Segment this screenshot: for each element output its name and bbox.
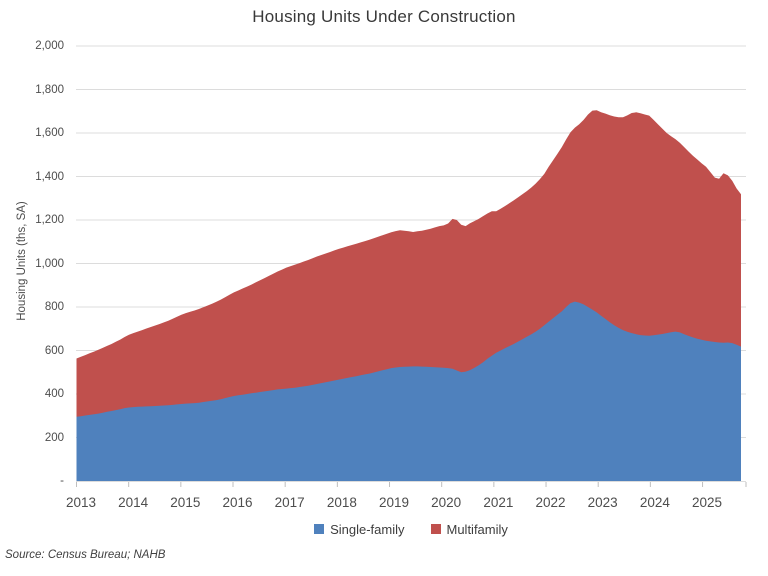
y-tick-label: 1,800 <box>35 83 64 96</box>
multifamily-swatch-icon <box>430 524 441 534</box>
legend-item-multifamily: Multifamily <box>430 521 508 537</box>
y-tick-label: 1,400 <box>35 170 64 183</box>
chart-title: Housing Units Under Construction <box>252 7 516 26</box>
y-tick-label: 400 <box>44 388 64 400</box>
source-note: Source: Census Bureau; NAHB <box>5 549 166 561</box>
x-tick-label: 2020 <box>431 495 462 510</box>
single-family-area <box>76 301 741 481</box>
x-tick-label: 2017 <box>274 495 305 510</box>
single-family-swatch-icon <box>314 524 325 534</box>
x-tick-label: 2015 <box>170 495 201 510</box>
legend: Single-family Multifamily <box>76 520 746 538</box>
y-tick-label: 1,600 <box>35 127 64 139</box>
x-tick-label: 2023 <box>587 495 618 510</box>
x-tick-label: 2024 <box>639 495 670 510</box>
legend-label-multifamily: Multifamily <box>446 521 508 537</box>
x-tick-label: 2018 <box>326 495 357 510</box>
y-tick-label: 800 <box>44 301 64 313</box>
legend-item-single-family: Single-family <box>314 521 405 537</box>
x-tick-label: 2016 <box>222 495 253 510</box>
x-tick-label: 2019 <box>378 495 410 510</box>
legend-label-single-family: Single-family <box>330 521 405 537</box>
x-tick-label: 2021 <box>483 495 514 510</box>
y-tick-label: 200 <box>44 431 64 444</box>
x-tick-label: 2014 <box>118 495 149 510</box>
y-tick-label: 2,000 <box>35 40 64 52</box>
y-tick-label: 1,200 <box>35 214 64 226</box>
x-tick-label: 2013 <box>65 495 97 510</box>
x-tick-label: 2025 <box>692 495 723 510</box>
y-tick-label: - <box>60 475 64 487</box>
x-tick-label: 2022 <box>535 495 566 510</box>
y-tick-label: 1,000 <box>35 257 64 270</box>
y-tick-label: 600 <box>44 344 64 357</box>
